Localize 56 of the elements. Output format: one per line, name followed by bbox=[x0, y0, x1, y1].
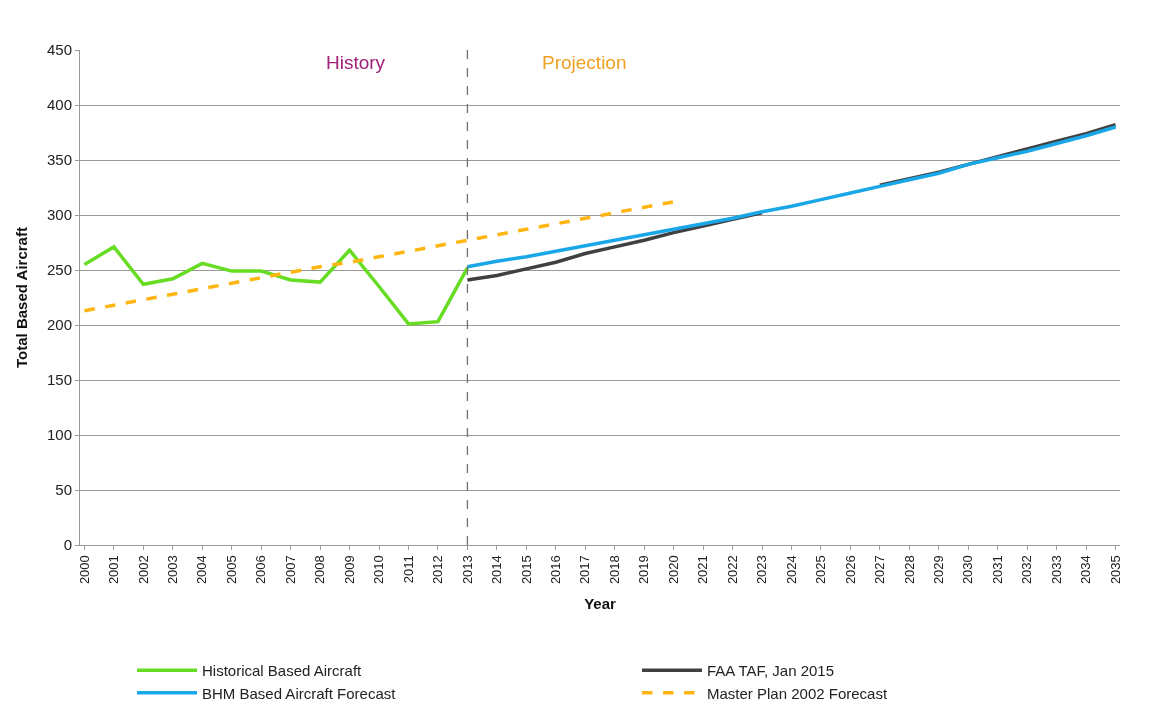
legend-label: BHM Based Aircraft Forecast bbox=[202, 684, 397, 702]
x-tick-label: 2029 bbox=[931, 555, 947, 585]
x-tick-label: 2017 bbox=[577, 555, 593, 585]
x-tick-label: 2007 bbox=[282, 555, 298, 585]
x-tick-label: 2032 bbox=[1019, 555, 1035, 585]
x-tick-label: 2003 bbox=[165, 555, 181, 585]
x-tick-label: 2006 bbox=[253, 555, 269, 585]
x-tick-label: 2012 bbox=[430, 555, 446, 585]
y-tick-label: 200 bbox=[46, 316, 72, 334]
x-tick-label: 2024 bbox=[783, 555, 799, 585]
x-tick-label: 2027 bbox=[872, 555, 888, 585]
x-tick-label: 2020 bbox=[665, 555, 681, 585]
x-tick-label: 2028 bbox=[901, 555, 917, 585]
x-tick-label: 2031 bbox=[989, 555, 1005, 585]
x-tick-label: 2026 bbox=[842, 555, 858, 585]
legend-label: FAA TAF, Jan 2015 bbox=[707, 662, 835, 679]
legend-label: Master Plan 2002 Forecast bbox=[707, 684, 888, 702]
x-tick-label: 2018 bbox=[606, 555, 622, 585]
x-tick-label: 2009 bbox=[341, 555, 357, 585]
x-tick-label: 2033 bbox=[1048, 555, 1064, 585]
x-tick-label: 2000 bbox=[76, 555, 92, 585]
x-tick-label: 2019 bbox=[636, 555, 652, 585]
x-tick-label: 2025 bbox=[813, 555, 829, 585]
y-tick-label: 450 bbox=[46, 41, 72, 59]
line-series bbox=[82, 200, 676, 313]
annotation: History bbox=[326, 52, 386, 73]
x-tick-label: 2016 bbox=[548, 555, 564, 585]
y-tick-label: 300 bbox=[46, 206, 72, 224]
y-tick-label: 100 bbox=[46, 426, 72, 444]
x-tick-label: 2005 bbox=[223, 555, 239, 585]
x-tick-label: 2010 bbox=[371, 555, 387, 585]
y-tick-label: 400 bbox=[46, 96, 72, 114]
x-tick-label: 2002 bbox=[135, 555, 151, 585]
x-tick-label: 2008 bbox=[312, 555, 328, 585]
x-tick-label: 2014 bbox=[489, 555, 505, 585]
x-tick-label: 2001 bbox=[106, 555, 122, 585]
y-tick-label: 350 bbox=[46, 151, 72, 169]
y-tick-label: 150 bbox=[46, 371, 72, 389]
x-tick-label: 2015 bbox=[518, 555, 534, 585]
x-tick-label: 2022 bbox=[724, 555, 740, 585]
x-tick-label: 2011 bbox=[400, 555, 416, 584]
annotation: Projection bbox=[542, 52, 627, 73]
x-tick-label: 2013 bbox=[459, 555, 475, 585]
y-tick-label: 50 bbox=[55, 481, 72, 499]
x-tick-label: 2021 bbox=[695, 555, 711, 585]
line-series bbox=[82, 245, 470, 326]
y-tick-label: 250 bbox=[46, 261, 72, 279]
y-tick-label: 0 bbox=[63, 536, 72, 554]
legend-label: Historical Based Aircraft bbox=[202, 662, 363, 679]
x-tick-label: 2004 bbox=[194, 555, 210, 585]
x-tick-label: 2023 bbox=[754, 555, 770, 585]
y-axis-title: Total Based Aircraft bbox=[13, 227, 31, 368]
x-axis-title: Year bbox=[584, 595, 617, 613]
x-tick-label: 2034 bbox=[1078, 555, 1094, 585]
x-tick-label: 2030 bbox=[960, 555, 976, 585]
x-tick-label: 2035 bbox=[1107, 555, 1123, 585]
